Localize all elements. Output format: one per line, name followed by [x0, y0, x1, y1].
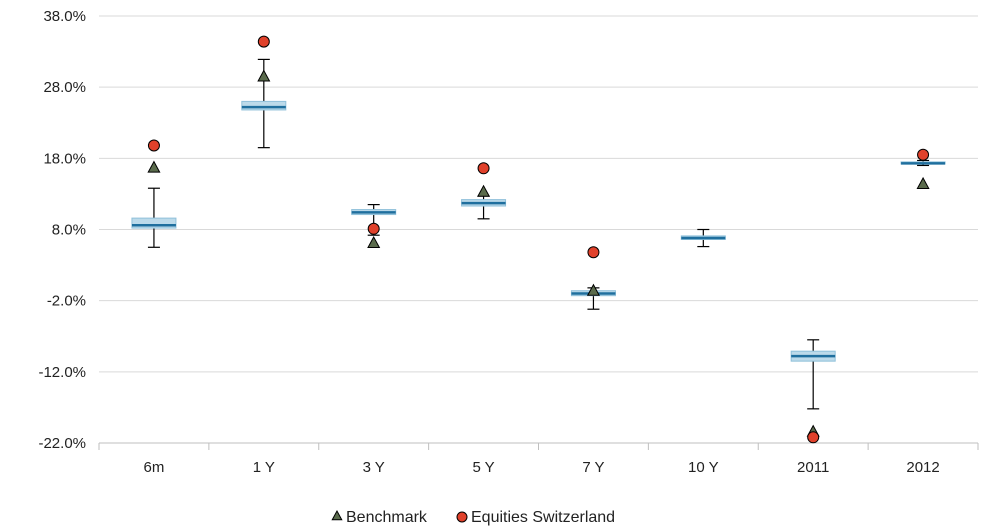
x-tick-label: 6m: [144, 459, 165, 476]
x-tick-label: 5 Y: [472, 459, 494, 476]
equities-switzerland-marker: [147, 139, 160, 152]
benchmark-marker: [367, 235, 381, 249]
benchmark-marker: [257, 69, 271, 82]
x-tick-label: 2012: [906, 459, 939, 476]
x-tick-label: 7 Y: [582, 459, 604, 476]
benchmark-marker: [916, 176, 930, 189]
legend-benchmark-label: Benchmark: [346, 509, 428, 526]
y-tick-label: 28.0%: [43, 79, 86, 96]
box-1y: [241, 58, 287, 149]
y-axis: -22.0% -12.0% -2.0% 8.0% 18.0% 28.0% 38.0%: [38, 8, 86, 452]
y-tick-label: 8.0%: [52, 222, 86, 239]
x-tick-label: 1 Y: [253, 459, 275, 476]
legend-item-benchmark: Benchmark: [331, 509, 428, 526]
y-tick-label: -12.0%: [38, 364, 86, 381]
x-tick-label: 3 Y: [363, 459, 385, 476]
y-tick-label: 38.0%: [43, 8, 86, 25]
x-tick-label: 10 Y: [688, 459, 719, 476]
benchmark-marker: [477, 184, 491, 197]
box-2011: [790, 339, 836, 410]
gridlines: [99, 15, 978, 444]
x-axis: 6m 1 Y 3 Y 5 Y 7 Y 10 Y 2011 2012: [98, 442, 979, 476]
box-10y: [680, 228, 726, 248]
box-2012: [900, 159, 946, 167]
boxes: [131, 58, 946, 410]
legend: Benchmark Equities Switzerland: [331, 509, 615, 526]
equities-switzerland-marker: [807, 431, 820, 444]
y-tick-label: -22.0%: [38, 435, 86, 452]
y-tick-label: -2.0%: [47, 293, 86, 310]
benchmark-marker: [586, 283, 600, 296]
box-body: [131, 217, 177, 229]
equities-switzerland-marker: [587, 246, 600, 259]
legend-equities-switzerland-label: Equities Switzerland: [471, 509, 615, 526]
equities-switzerland-marker: [367, 222, 380, 235]
x-tick-label: 2011: [797, 459, 829, 476]
box-6m: [131, 187, 177, 248]
legend-benchmark-icon: [331, 509, 343, 521]
box-body: [241, 100, 287, 111]
box-5y: [461, 195, 507, 220]
legend-equities-switzerland-icon: [456, 511, 468, 523]
equities-switzerland-marker: [477, 162, 490, 175]
equities-switzerland-marker: [917, 148, 930, 161]
y-tick-label: 18.0%: [43, 150, 86, 167]
markers: [147, 35, 930, 444]
benchmark-marker: [147, 160, 161, 173]
legend-item-equities-switzerland: Equities Switzerland: [456, 509, 615, 526]
equities-switzerland-marker: [257, 35, 270, 48]
